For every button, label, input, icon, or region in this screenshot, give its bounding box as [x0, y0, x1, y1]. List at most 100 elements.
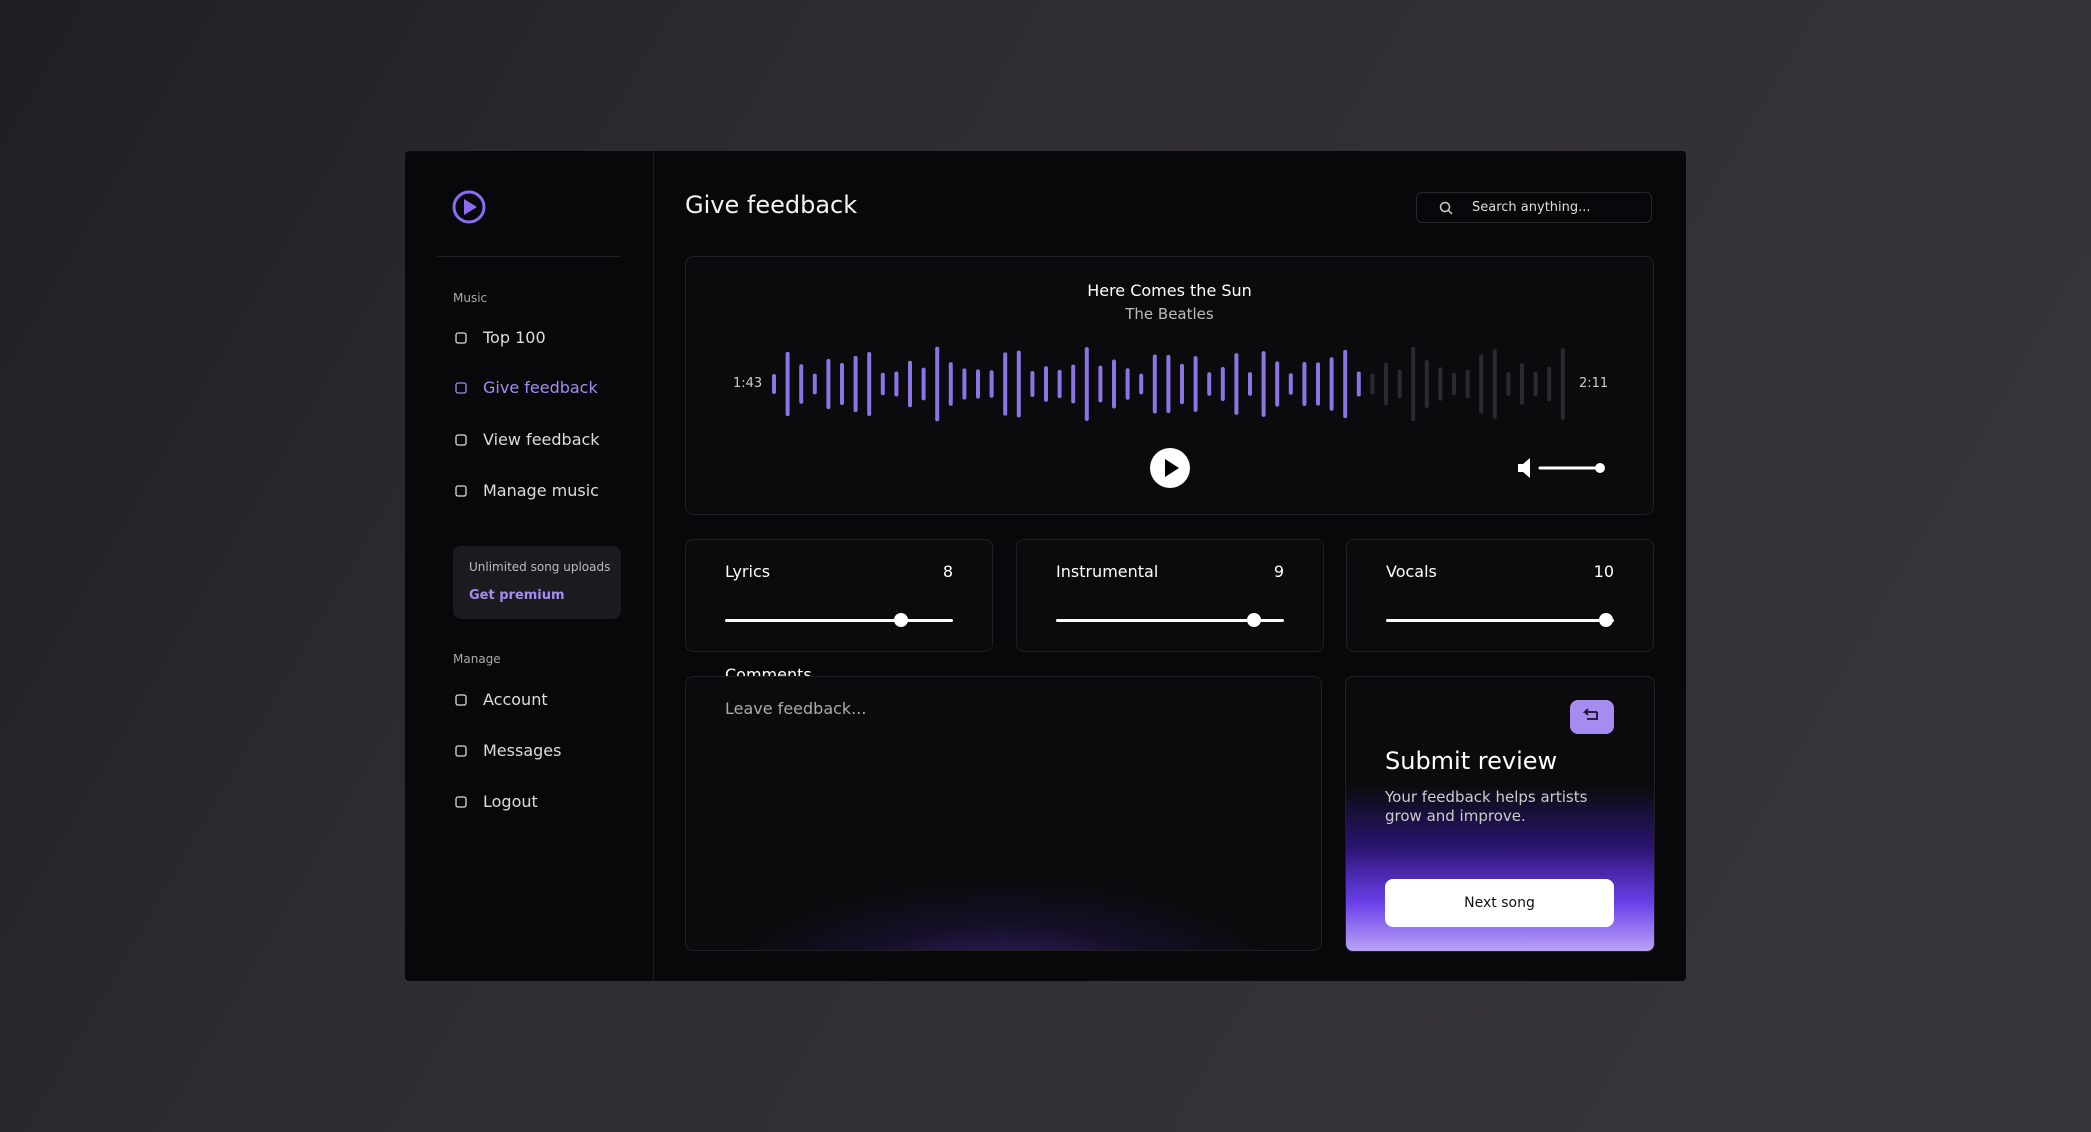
wave-bar — [1003, 352, 1008, 416]
slider-knob[interactable] — [894, 613, 908, 627]
wave-bar — [1411, 346, 1416, 422]
search-icon — [1439, 201, 1453, 215]
wave-bar — [976, 369, 980, 399]
wave-bar — [1234, 353, 1239, 415]
submit-title: Submit review — [1385, 747, 1558, 775]
wave-bar — [1533, 371, 1538, 397]
submit-card: Submit review Your feedback helps artist… — [1345, 676, 1655, 952]
nav-item[interactable]: Top 100 — [453, 328, 546, 347]
player: Here Comes the Sun The Beatles 1:43 2:11 — [685, 256, 1654, 515]
nav-item[interactable]: Manage music — [453, 481, 599, 500]
nav-item[interactable]: Account — [453, 690, 548, 709]
wave-bar — [1465, 369, 1470, 399]
slider-track[interactable] — [725, 619, 953, 622]
wave-bar — [1452, 372, 1456, 396]
rating-label: Lyrics — [725, 562, 771, 581]
elapsed: 1:43 — [733, 376, 763, 391]
wave-bar — [1057, 369, 1062, 399]
submit-icon[interactable] — [1570, 700, 1614, 734]
wave-bar — [1193, 356, 1198, 412]
wave-bar — [1479, 354, 1484, 414]
nav-item[interactable]: Give feedback — [453, 378, 598, 397]
rating-label: Instrumental — [1056, 562, 1159, 581]
rating-card: Vocals 10 — [1346, 539, 1654, 652]
wave-bar — [921, 367, 926, 401]
wave-bar — [1384, 362, 1388, 406]
slider-knob[interactable] — [1247, 613, 1261, 627]
logo — [452, 190, 486, 224]
nav-label: View feedback — [483, 430, 600, 449]
search[interactable]: Search anything... — [1416, 192, 1652, 223]
nav-label: Account — [483, 690, 548, 709]
wave-bar — [1180, 363, 1184, 405]
wave-bar — [935, 346, 940, 422]
wave-bar — [1560, 348, 1565, 420]
divider — [437, 256, 621, 257]
wave-bar — [1288, 373, 1293, 395]
wave-bar — [1030, 371, 1035, 397]
wave-bar — [1275, 361, 1280, 407]
wave-bar — [1071, 364, 1076, 404]
wave-bar — [1547, 366, 1552, 402]
app-window: Music Top 100 Give feedback View feedback Ma… — [405, 151, 1686, 981]
section-title: Music — [453, 291, 488, 305]
wave-bar — [853, 355, 858, 413]
wave-bar — [1506, 372, 1511, 396]
wave-bar — [1207, 372, 1212, 396]
slider-track[interactable] — [1056, 619, 1284, 622]
wave-bar — [840, 362, 844, 406]
page-title: Give feedback — [685, 191, 858, 219]
nav-label: Give feedback — [483, 378, 598, 397]
wave-bar — [1356, 371, 1361, 397]
wave-bar — [1084, 347, 1089, 421]
wave-bar — [1112, 359, 1116, 409]
wave-bar — [1098, 365, 1103, 403]
rating-value: 9 — [1273, 562, 1284, 581]
wave-bar — [1248, 372, 1252, 396]
wave-bar — [1302, 362, 1307, 406]
wave-bar — [772, 374, 776, 394]
rating-card: Instrumental 9 — [1016, 539, 1324, 652]
nav-label: Logout — [483, 792, 538, 811]
wave-bar — [908, 360, 912, 408]
wave-bar — [989, 370, 994, 398]
nav-item[interactable]: Messages — [453, 741, 561, 760]
wave-bar — [799, 364, 804, 404]
slider-knob[interactable] — [1599, 613, 1613, 627]
wave-bar — [1044, 366, 1048, 402]
submit-description: Your feedback helps artists grow and imp… — [1385, 788, 1588, 825]
wave-bar — [1492, 349, 1497, 419]
wave-bar — [1261, 351, 1266, 417]
promo-link[interactable]: Get premium — [469, 588, 565, 603]
comments-box[interactable]: Leave feedback... — [685, 676, 1322, 951]
rating-label: Vocals — [1386, 562, 1437, 581]
nav-label: Top 100 — [483, 328, 546, 347]
artist: The Beatles — [1125, 305, 1214, 323]
rating-value: 8 — [942, 562, 953, 581]
wave-bar — [1424, 359, 1429, 409]
comments-placeholder: Leave feedback... — [725, 699, 867, 718]
nav-label: Messages — [483, 741, 562, 760]
wave-bar — [962, 368, 967, 400]
volume[interactable] — [1516, 457, 1616, 479]
wave-bar — [1438, 367, 1443, 401]
play-button[interactable] — [1149, 447, 1191, 489]
wave-bar — [867, 351, 872, 417]
wave-bar — [785, 351, 790, 417]
duration: 2:11 — [1579, 376, 1609, 391]
wave-bar — [826, 358, 831, 410]
nav-item[interactable]: View feedback — [453, 430, 600, 449]
nav-label: Manage music — [483, 481, 599, 500]
wave-bar — [1139, 373, 1144, 395]
wave-bar — [1220, 367, 1225, 401]
wave-bar — [1125, 368, 1130, 400]
wave-bar — [1152, 354, 1157, 414]
promo: Unlimited song uploads Get premium — [453, 546, 621, 619]
nav-item[interactable]: Logout — [453, 792, 538, 811]
wave-bar — [1166, 354, 1171, 414]
next-button[interactable]: Next song — [1385, 879, 1614, 927]
slider-track[interactable] — [1386, 619, 1614, 622]
wave-bar — [812, 373, 817, 395]
wave-bar — [1397, 369, 1402, 399]
